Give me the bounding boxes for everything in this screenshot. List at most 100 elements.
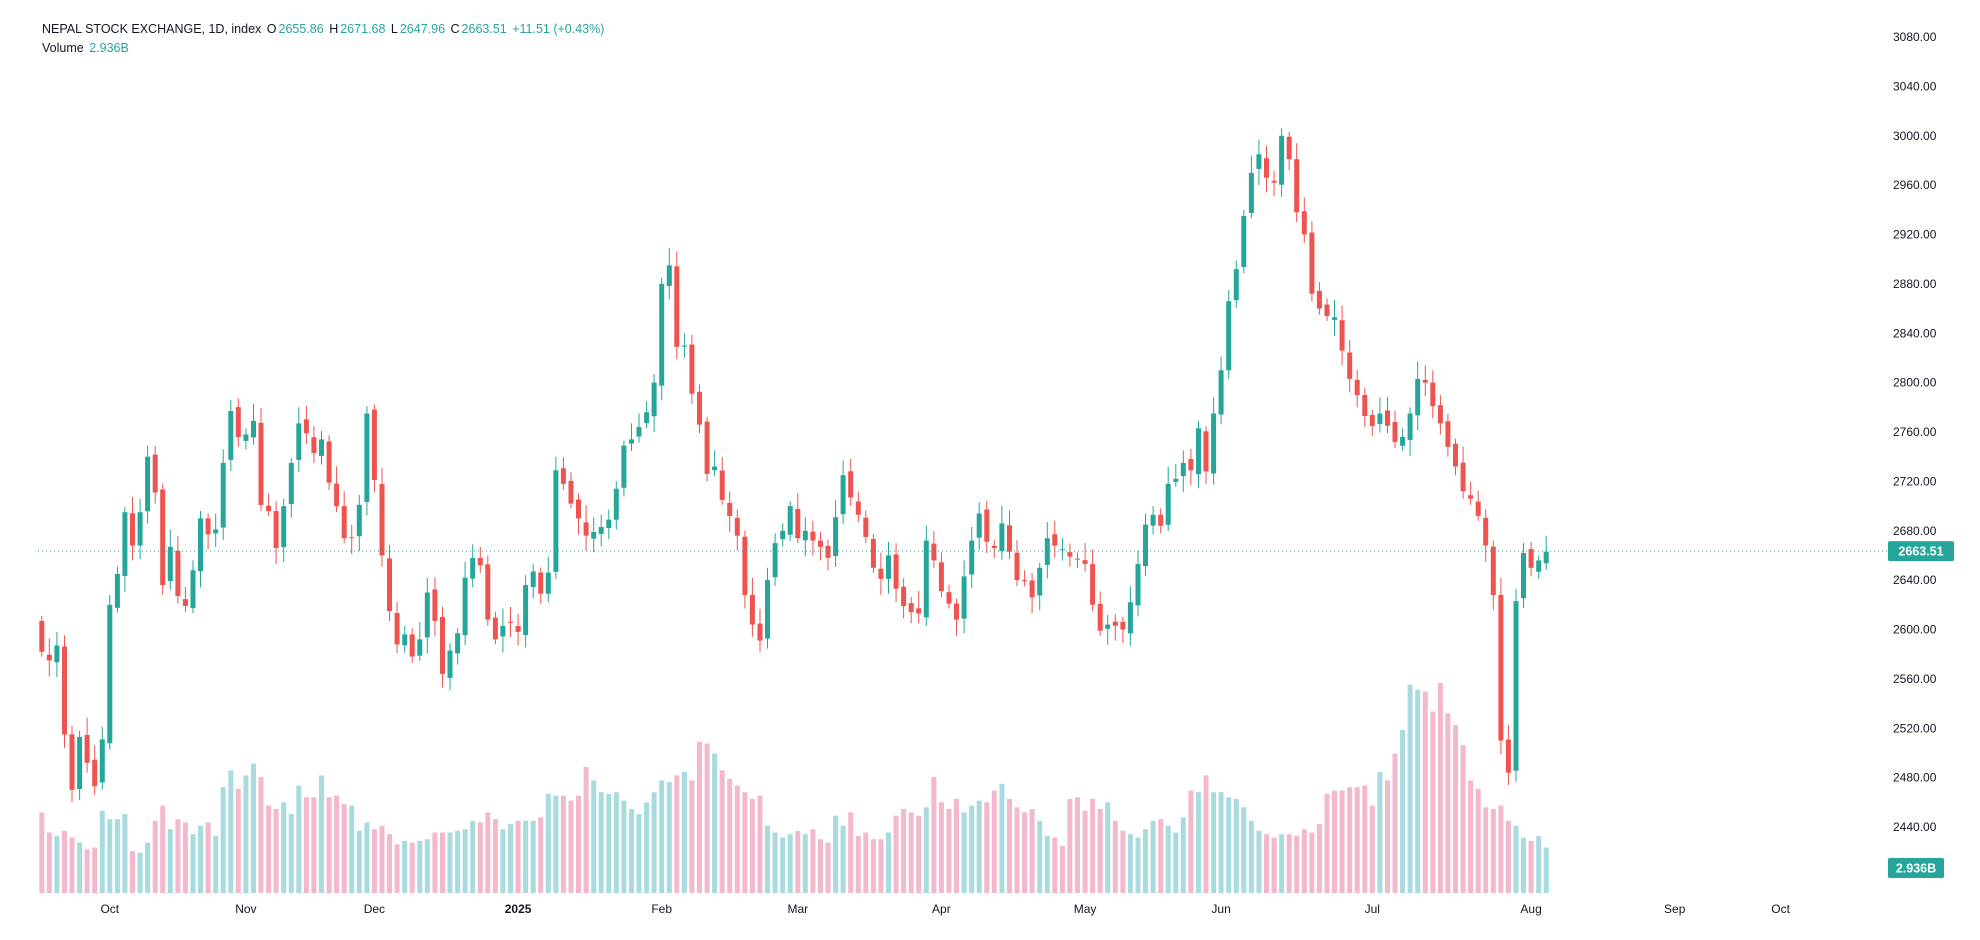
legend-symbol[interactable]: NEPAL STOCK EXCHANGE, 1D, index (42, 22, 262, 36)
volume-bar (1430, 711, 1436, 893)
volume-bar (530, 820, 536, 893)
volume-bar (394, 844, 400, 893)
volume-bar (1105, 802, 1111, 893)
volume-bar (704, 743, 710, 893)
candle-body (719, 470, 725, 500)
volume-bar (863, 832, 869, 893)
candle-body (606, 519, 612, 528)
time-axis[interactable]: Oct Nov Dec 2025 Feb Mar Apr May Jun Jul Aug Sep Oct (100, 902, 1790, 916)
volume-bar (341, 804, 347, 893)
volume-bar (938, 802, 944, 893)
price-tick-label: 2440.00 (1893, 820, 1937, 834)
candle-body (545, 572, 551, 594)
candle-body (1082, 560, 1088, 564)
price-tick-label: 2800.00 (1893, 376, 1937, 390)
volume-bar (1112, 820, 1118, 893)
volume-bar (908, 812, 914, 893)
volume-bar (455, 830, 461, 893)
time-tick-label: Feb (651, 902, 672, 916)
volume-bar (1453, 725, 1458, 893)
volume-bar (961, 812, 967, 893)
candle-body (1415, 378, 1421, 416)
candle-body (477, 557, 483, 566)
candle-body (931, 543, 937, 561)
volume-bar (424, 839, 430, 893)
volume-bar (742, 792, 748, 893)
volume-bar (636, 814, 642, 893)
candle-body (1385, 410, 1390, 426)
candle-body (39, 620, 45, 652)
candle-body (319, 439, 324, 456)
candle-body (334, 483, 340, 507)
candle-body (1536, 560, 1542, 572)
volume-bar (160, 805, 166, 893)
volume-bar (145, 842, 151, 893)
volume-bar (447, 832, 453, 893)
price-axis[interactable]: 2440.00 2480.00 2520.00 2560.00 2600.00 2640.… (1893, 30, 1937, 834)
price-tick-label: 2520.00 (1893, 721, 1937, 735)
volume-bar (107, 819, 113, 893)
legend-open-value: 2655.86 (278, 22, 324, 36)
candle-body (69, 734, 75, 790)
volume-bar (727, 778, 733, 893)
candle-body (1279, 135, 1285, 185)
volume-bar (273, 809, 279, 893)
candle-body (228, 411, 234, 460)
volume-bar (681, 772, 687, 893)
volume-bar (931, 777, 937, 893)
candle-body (1392, 421, 1398, 442)
volume-bar (1354, 787, 1360, 893)
time-tick-label: Oct (1771, 902, 1790, 916)
candle-body (311, 437, 317, 453)
candle-body (1339, 320, 1345, 351)
candle-body (326, 441, 332, 483)
time-tick-label: Jul (1365, 902, 1380, 916)
volume-bar (1316, 824, 1322, 893)
candle-body (666, 265, 672, 286)
axis-badges: 2663.51 2.936B (1888, 541, 1954, 878)
candle-body (1022, 580, 1028, 582)
volume-bar (1135, 837, 1141, 893)
volume-bar (1090, 798, 1096, 893)
legend-volume-value: 2.936B (89, 41, 129, 55)
volume-bar (1082, 810, 1088, 893)
volume-bar (765, 825, 770, 893)
candle-body (802, 530, 808, 541)
candle-body (114, 574, 120, 608)
candle-body (613, 488, 619, 520)
candle-body (1543, 551, 1549, 564)
candle-body (1483, 517, 1489, 546)
volume-bar (1127, 834, 1133, 893)
candle-body (1528, 549, 1534, 568)
candle-body (1143, 524, 1148, 567)
candle-body (281, 506, 287, 548)
volume-bar (440, 832, 445, 893)
volume-bar (364, 822, 370, 893)
volume-bar (220, 787, 226, 893)
time-tick-label: Aug (1520, 902, 1541, 916)
volume-bar (205, 822, 211, 893)
candle-body (1521, 553, 1526, 599)
candle-body (538, 572, 544, 594)
candle-body (621, 445, 627, 488)
candle-body (863, 517, 869, 537)
candle-body (583, 522, 589, 536)
candle-body (848, 471, 854, 498)
volume-bar (1536, 835, 1542, 893)
volume-bar (69, 837, 75, 893)
legend-low-value: 2647.96 (399, 22, 446, 36)
volume-bar (1490, 809, 1496, 893)
volume-bar (175, 819, 181, 893)
candle-body (1014, 552, 1020, 581)
candle-body (432, 589, 438, 621)
candle-body (1173, 478, 1179, 482)
volume-bar (296, 785, 302, 893)
volume-bar (1264, 834, 1269, 893)
candle-body (553, 470, 559, 572)
candle-body (1090, 564, 1096, 605)
legend-volume-label[interactable]: Volume (42, 41, 84, 55)
candle-body (772, 543, 778, 578)
candle-body (576, 499, 581, 519)
time-tick-label: Dec (364, 902, 385, 916)
